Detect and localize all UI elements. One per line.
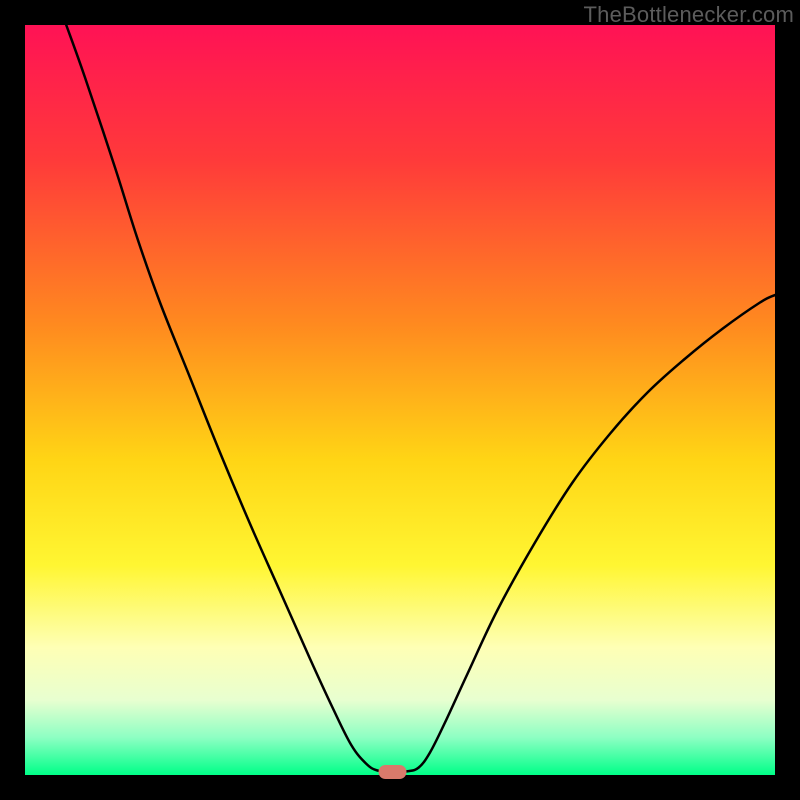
optimum-marker <box>379 765 407 779</box>
bottleneck-chart <box>0 0 800 800</box>
watermark-text: TheBottlenecker.com <box>584 2 794 28</box>
plot-background <box>25 25 775 775</box>
chart-container: TheBottlenecker.com <box>0 0 800 800</box>
